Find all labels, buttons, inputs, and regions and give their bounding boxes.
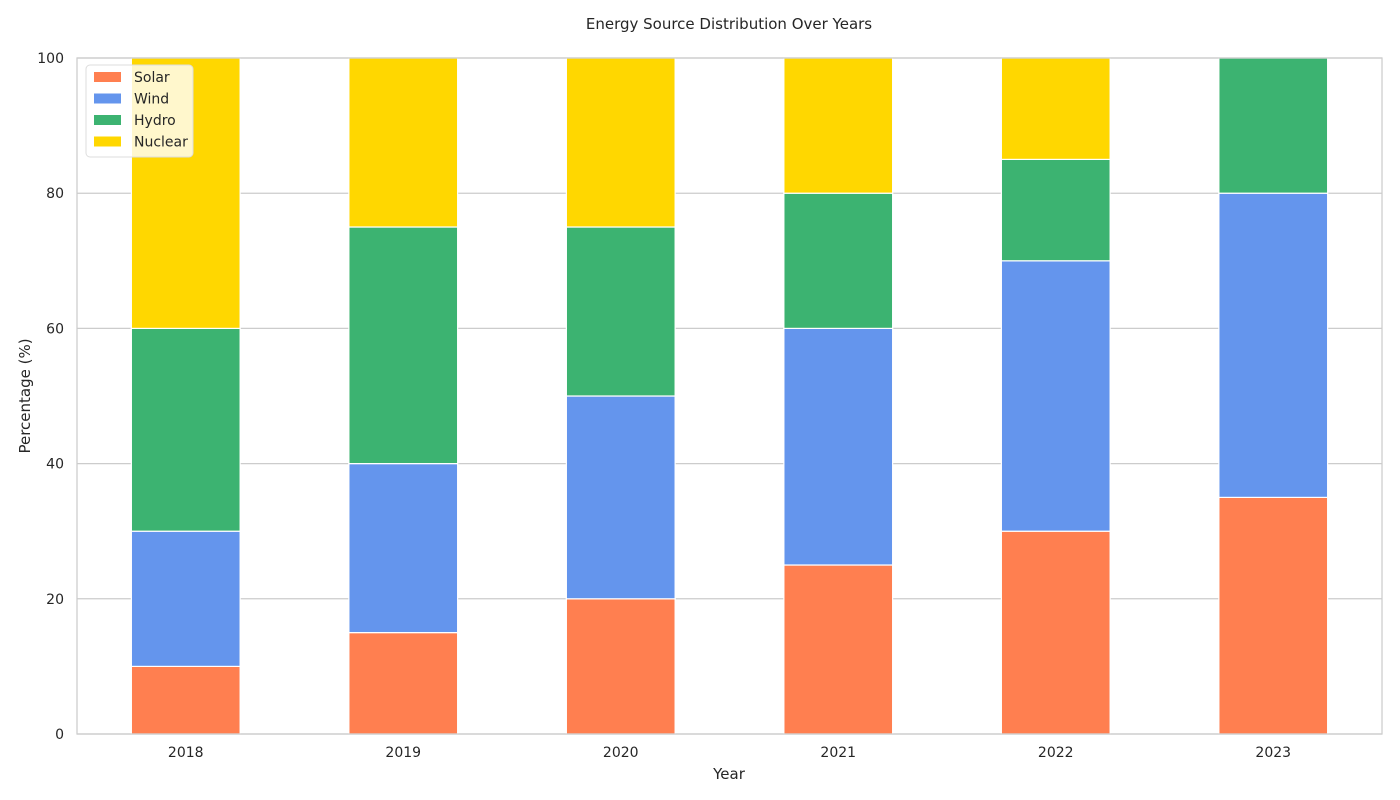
legend-swatch-nuclear	[94, 136, 121, 147]
legend-box	[85, 64, 194, 158]
y-axis-ticks: 0 20 40 60 80 100	[37, 51, 64, 743]
y-tick-label: 20	[46, 592, 64, 608]
bar-hydro-2020	[565, 226, 676, 397]
bar-solar-2021	[783, 564, 894, 735]
bar-nuclear-2020	[565, 57, 676, 228]
bar-hydro-2022	[1000, 158, 1111, 262]
x-tick-label: 2023	[1255, 745, 1291, 761]
bar-solar-2023	[1218, 496, 1329, 735]
bar-solar-2018	[130, 665, 241, 735]
bar-wind-2023	[1218, 192, 1329, 499]
legend-swatch-hydro	[94, 115, 121, 125]
bar-solar-2019	[348, 631, 459, 735]
legend-label-hydro: Hydro	[134, 113, 176, 129]
x-tick-label: 2022	[1038, 745, 1074, 761]
bar-wind-2020	[565, 395, 676, 600]
bar-hydro-2019	[348, 226, 459, 465]
bar-nuclear-2021	[783, 57, 894, 194]
chart-title: Energy Source Distribution Over Years	[586, 15, 872, 33]
grid-lines	[77, 57, 1382, 735]
bar-solar-2022	[1000, 530, 1111, 735]
legend-label-solar: Solar	[134, 70, 170, 86]
bar-nuclear-2019	[348, 57, 459, 228]
bar-solar-2020	[565, 598, 676, 735]
x-tick-label: 2020	[603, 745, 639, 761]
y-axis-label: Percentage (%)	[16, 338, 34, 453]
bar-wind-2018	[130, 530, 241, 668]
x-tick-label: 2021	[820, 745, 856, 761]
bar-wind-2021	[783, 327, 894, 566]
y-tick-label: 0	[55, 727, 64, 743]
y-tick-label: 100	[37, 51, 64, 67]
x-tick-label: 2018	[168, 745, 204, 761]
x-axis-label: Year	[712, 765, 746, 783]
y-tick-label: 40	[46, 457, 64, 473]
bar-wind-2019	[348, 463, 459, 634]
legend-swatch-wind	[94, 93, 121, 104]
bars	[130, 57, 1329, 735]
y-tick-label: 80	[46, 186, 64, 202]
x-axis-ticks: 2018 2019 2020 2021 2022 2023	[168, 745, 1291, 761]
y-tick-label: 60	[46, 321, 64, 337]
legend-label-nuclear: Nuclear	[134, 135, 188, 151]
x-tick-label: 2019	[385, 745, 421, 761]
bar-hydro-2018	[130, 327, 241, 532]
plot-frame	[76, 57, 1383, 735]
legend-label-wind: Wind	[134, 92, 169, 108]
bar-hydro-2023	[1218, 57, 1329, 194]
bar-nuclear-2022	[1000, 57, 1111, 161]
bar-hydro-2021	[783, 192, 894, 329]
bar-wind-2022	[1000, 260, 1111, 532]
legend-swatch-solar	[94, 72, 121, 82]
legend: Solar Wind Hydro Nuclear	[85, 64, 194, 158]
